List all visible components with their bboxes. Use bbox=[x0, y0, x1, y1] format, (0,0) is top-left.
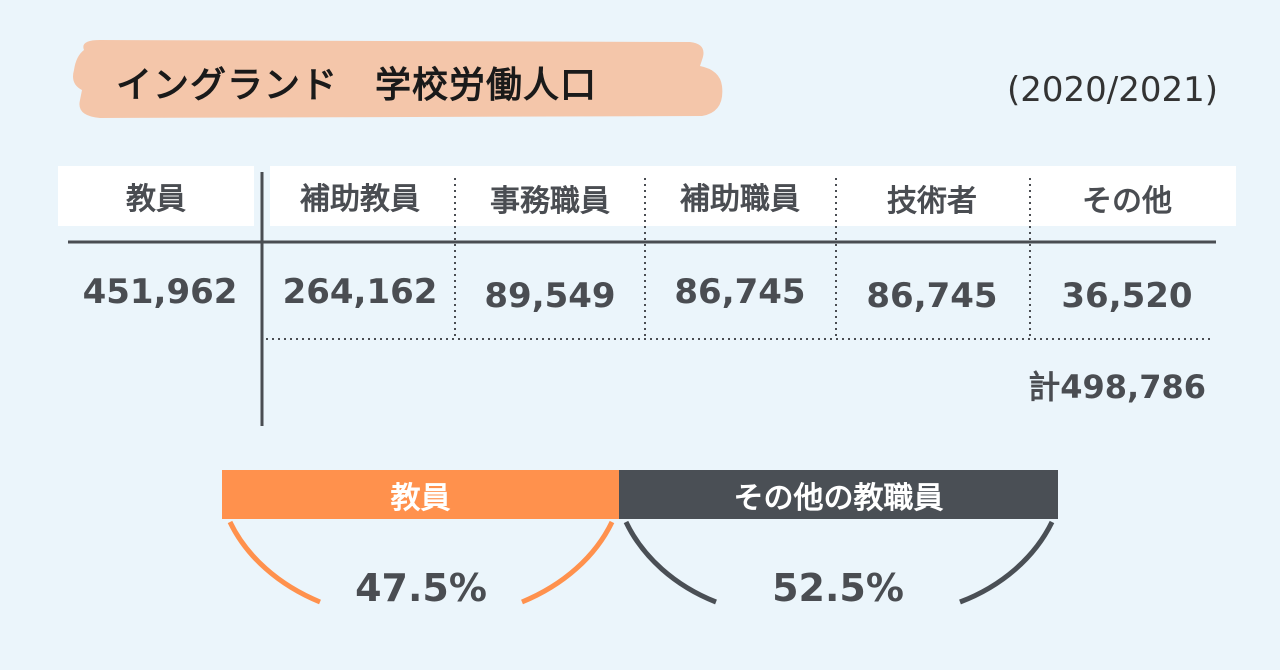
other-bracket-right bbox=[959, 520, 1055, 605]
title-highlight-brush bbox=[73, 40, 723, 118]
teacher-bracket-right bbox=[521, 520, 615, 605]
other-staff-bar-label: その他の教職員 bbox=[733, 480, 944, 516]
value-cell: 89,549 bbox=[484, 276, 616, 316]
teacher-bracket-left bbox=[227, 520, 321, 605]
year-label: (2020/2021) bbox=[1006, 70, 1218, 110]
teacher-bar-label: 教員 bbox=[390, 480, 451, 516]
value-cell: 451,962 bbox=[82, 272, 238, 312]
header-cell: その他 bbox=[1082, 184, 1172, 219]
value-cell: 86,745 bbox=[866, 276, 998, 316]
header-cell: 補助教員 bbox=[300, 182, 420, 217]
teacher-percent-label: 47.5% bbox=[355, 566, 487, 610]
other-bracket-left bbox=[623, 520, 717, 605]
value-cell: 86,745 bbox=[674, 272, 806, 312]
page-title: イングランド 学校労働人口 bbox=[116, 65, 598, 106]
other-percent-label: 52.5% bbox=[772, 566, 904, 610]
header-cell: 事務職員 bbox=[490, 184, 610, 219]
header-cell-bg-rest bbox=[270, 166, 1236, 226]
header-cell: 技術者 bbox=[887, 184, 977, 219]
total-label: 計498,786 bbox=[1028, 368, 1206, 406]
other-staff-bar: その他の教職員 bbox=[619, 470, 1058, 519]
title-banner: イングランド 学校労働人口 bbox=[70, 36, 735, 126]
header-cell: 教員 bbox=[126, 182, 186, 217]
header-cell-bg-0 bbox=[58, 166, 254, 226]
value-cell: 264,162 bbox=[282, 272, 438, 312]
header-cell: 補助職員 bbox=[680, 182, 800, 217]
teacher-bar: 教員 bbox=[222, 470, 619, 519]
value-cell: 36,520 bbox=[1061, 276, 1193, 316]
